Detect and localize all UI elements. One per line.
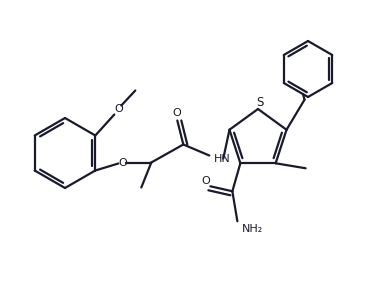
Text: O: O: [114, 104, 123, 115]
Text: O: O: [118, 158, 127, 168]
Text: HN: HN: [214, 154, 231, 164]
Text: O: O: [201, 176, 210, 186]
Text: S: S: [256, 96, 264, 108]
Text: O: O: [172, 108, 181, 119]
Text: NH₂: NH₂: [243, 224, 263, 234]
